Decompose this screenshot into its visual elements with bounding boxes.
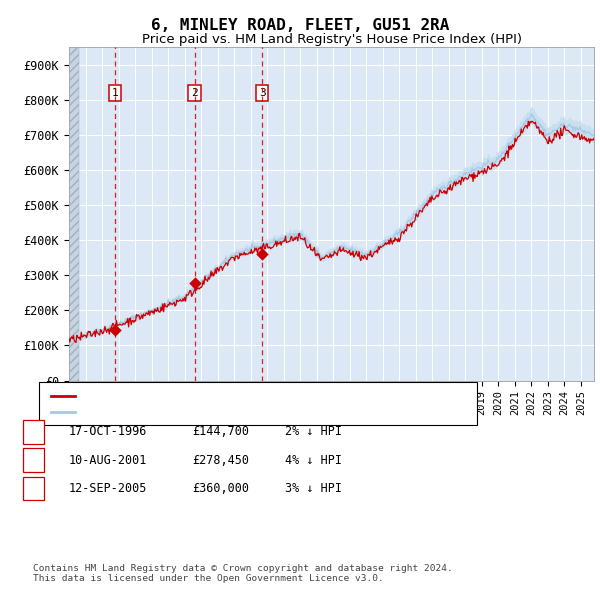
Text: 2% ↓ HPI: 2% ↓ HPI bbox=[285, 425, 342, 438]
Text: 3: 3 bbox=[259, 88, 266, 98]
Point bbox=[110, 325, 120, 335]
Title: Price paid vs. HM Land Registry's House Price Index (HPI): Price paid vs. HM Land Registry's House … bbox=[142, 33, 521, 46]
Text: 6, MINLEY ROAD, FLEET, GU51 2RA (detached house): 6, MINLEY ROAD, FLEET, GU51 2RA (detache… bbox=[82, 391, 406, 401]
Point bbox=[257, 250, 267, 259]
Text: £144,700: £144,700 bbox=[192, 425, 249, 438]
Point bbox=[190, 278, 199, 287]
Text: 10-AUG-2001: 10-AUG-2001 bbox=[69, 454, 148, 467]
Text: Contains HM Land Registry data © Crown copyright and database right 2024.
This d: Contains HM Land Registry data © Crown c… bbox=[33, 563, 453, 583]
Text: 6, MINLEY ROAD, FLEET, GU51 2RA: 6, MINLEY ROAD, FLEET, GU51 2RA bbox=[151, 18, 449, 33]
Text: 4% ↓ HPI: 4% ↓ HPI bbox=[285, 454, 342, 467]
Text: 2: 2 bbox=[191, 88, 198, 98]
Text: 1: 1 bbox=[112, 88, 118, 98]
Text: £278,450: £278,450 bbox=[192, 454, 249, 467]
Text: 3% ↓ HPI: 3% ↓ HPI bbox=[285, 482, 342, 495]
Text: £360,000: £360,000 bbox=[192, 482, 249, 495]
Text: 17-OCT-1996: 17-OCT-1996 bbox=[69, 425, 148, 438]
Text: 2: 2 bbox=[30, 454, 37, 467]
Text: 1: 1 bbox=[30, 425, 37, 438]
Text: 12-SEP-2005: 12-SEP-2005 bbox=[69, 482, 148, 495]
Text: 3: 3 bbox=[30, 482, 37, 495]
Text: HPI: Average price, detached house, Hart: HPI: Average price, detached house, Hart bbox=[82, 407, 352, 417]
